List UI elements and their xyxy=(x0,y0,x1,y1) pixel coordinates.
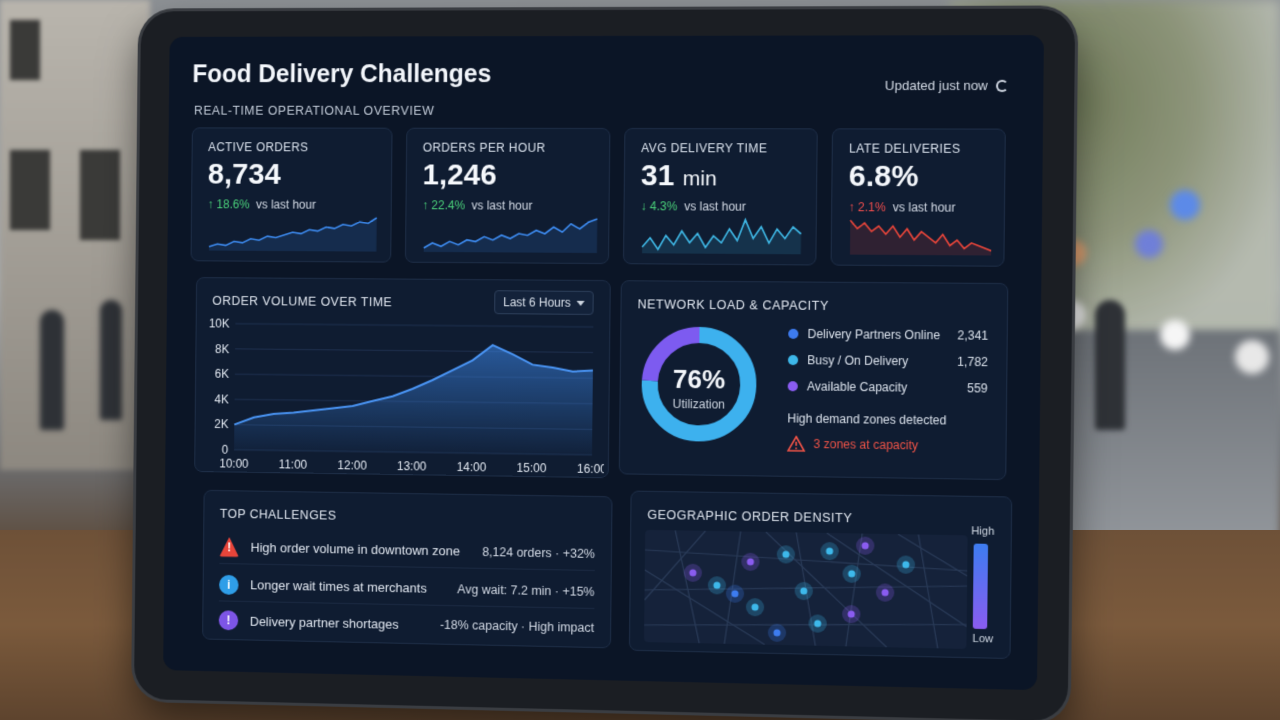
y-tick-label: 4K xyxy=(215,392,229,406)
last-updated[interactable]: Updated just now xyxy=(885,78,1009,93)
kpi-value: 31 min xyxy=(641,159,717,193)
donut-center: 76% Utilization xyxy=(638,363,759,412)
challenge-item[interactable]: ! Delivery partner shortages -18% capaci… xyxy=(219,603,595,645)
trend-arrow-icon: ↑ xyxy=(207,197,213,211)
order-volume-card: ORDER VOLUME OVER TIME Last 6 Hours 0 2K 4… xyxy=(194,277,611,478)
section-title: ORDER VOLUME OVER TIME xyxy=(212,294,392,309)
scale-high-label: High xyxy=(971,525,994,538)
page-subtitle: REAL-TIME OPERATIONAL OVERVIEW xyxy=(194,104,434,118)
y-tick-label: 0 xyxy=(222,443,229,457)
density-scale-bar xyxy=(973,544,988,630)
y-tick-label: 6K xyxy=(215,367,229,381)
sparkline xyxy=(207,213,383,252)
page-title: Food Delivery Challenges xyxy=(192,60,491,89)
x-tick-label: 15:00 xyxy=(517,461,547,476)
pedestrian xyxy=(40,310,64,430)
kpi-card-late-deliveries[interactable]: LATE DELIVERIES 6.8% ↑ 2.1% vs last hour xyxy=(831,128,1006,266)
legend-partners-online: Delivery Partners Online 2,341 xyxy=(788,327,988,343)
scale-low-label: Low xyxy=(972,633,993,646)
geo-density-card: GEOGRAPHIC ORDER DENSITY High Low xyxy=(629,491,1012,659)
order-volume-chart: 0 2K 4K 6K 8K 10K 10:00 11:00 12:00 13:00 14:00 15:… xyxy=(201,314,605,478)
bokeh-light xyxy=(1235,340,1269,374)
utilization-value: 76% xyxy=(639,363,760,395)
sparkline xyxy=(422,214,601,253)
kpi-label: ACTIVE ORDERS xyxy=(208,140,308,154)
challenge-text: Delivery partner shortages xyxy=(250,613,399,631)
challenge-stat: Avg wait: 7.2 min · +15% xyxy=(457,582,594,599)
trend-arrow-icon: ↑ xyxy=(422,198,428,212)
kpi-delta: ↑ 22.4% vs last hour xyxy=(422,198,532,212)
kpi-value: 6.8% xyxy=(849,160,919,195)
pedestrian xyxy=(100,300,122,420)
kpi-label: ORDERS PER HOUR xyxy=(423,141,546,155)
time-range-dropdown[interactable]: Last 6 Hours xyxy=(494,290,594,315)
alert-title: High demand zones detected xyxy=(787,411,946,427)
info-icon: i xyxy=(219,574,239,594)
bokeh-light xyxy=(1135,230,1163,258)
volume-area xyxy=(234,343,593,455)
kpi-delta: ↑ 2.1% vs last hour xyxy=(848,200,955,215)
x-tick-label: 16:00 xyxy=(577,462,606,477)
network-load-card: NETWORK LOAD & CAPACITY 76% Utilization … xyxy=(619,280,1009,480)
section-title: NETWORK LOAD & CAPACITY xyxy=(637,297,828,313)
legend-dot xyxy=(788,355,798,365)
section-title: GEOGRAPHIC ORDER DENSITY xyxy=(647,508,852,525)
y-tick-label: 8K xyxy=(215,342,229,356)
kpi-label: AVG DELIVERY TIME xyxy=(641,141,767,155)
x-tick-label: 12:00 xyxy=(337,458,367,472)
density-map[interactable] xyxy=(644,530,968,649)
chevron-down-icon xyxy=(577,300,585,305)
legend-dot xyxy=(788,329,798,339)
legend-available: Available Capacity 559 xyxy=(788,379,988,395)
challenge-text: High order volume in downtown zone xyxy=(250,540,460,559)
section-title: TOP CHALLENGES xyxy=(220,507,337,523)
sparkline xyxy=(848,216,992,255)
kpi-card-avg-delivery-time[interactable]: AVG DELIVERY TIME 31 min ↓ 4.3% vs last … xyxy=(623,128,818,265)
gridline xyxy=(235,349,593,353)
tablet-device: Food Delivery Challenges Updated just no… xyxy=(134,8,1075,720)
sparkline-fill xyxy=(850,220,992,255)
refresh-icon[interactable] xyxy=(996,79,1008,91)
kpi-label: LATE DELIVERIES xyxy=(849,141,961,155)
challenge-stat: 8,124 orders · +32% xyxy=(482,544,595,560)
kpi-card-orders-per-hour[interactable]: ORDERS PER HOUR 1,246 ↑ 22.4% vs last ho… xyxy=(405,128,610,264)
dashboard-screen: Food Delivery Challenges Updated just no… xyxy=(163,35,1044,690)
x-tick-label: 13:00 xyxy=(397,459,427,473)
kpi-card-active-orders[interactable]: ACTIVE ORDERS 8,734 ↑ 18.6% vs last hour xyxy=(191,127,393,262)
warning-icon xyxy=(787,436,805,452)
dropdown-value: Last 6 Hours xyxy=(503,295,571,310)
x-tick-label: 14:00 xyxy=(457,460,487,475)
kpi-value: 8,734 xyxy=(208,158,281,192)
challenge-stat: -18% capacity · High impact xyxy=(440,618,594,635)
building-window xyxy=(10,150,50,230)
challenge-item[interactable]: ! High order volume in downtown zone 8,1… xyxy=(219,530,595,571)
building-window xyxy=(80,150,120,240)
utilization-label: Utilization xyxy=(638,397,759,413)
trend-arrow-icon: ↑ xyxy=(848,200,854,214)
sparkline-fill xyxy=(209,217,377,252)
pedestrian xyxy=(1095,300,1125,430)
x-tick-label: 11:00 xyxy=(279,457,308,471)
bokeh-light xyxy=(1160,320,1190,350)
sparkline xyxy=(640,215,802,254)
gridline xyxy=(235,324,593,327)
alert-icon: ! xyxy=(219,610,239,630)
legend-dot xyxy=(788,381,798,391)
x-tick-label: 10:00 xyxy=(219,456,249,470)
legend-busy: Busy / On Delivery 1,782 xyxy=(788,353,988,369)
bokeh-light xyxy=(1170,190,1200,220)
trend-arrow-icon: ↓ xyxy=(641,199,647,213)
building-window xyxy=(10,20,40,80)
warning-icon: ! xyxy=(219,537,239,557)
kpi-delta: ↓ 4.3% vs last hour xyxy=(641,199,746,214)
challenge-text: Longer wait times at merchants xyxy=(250,577,427,595)
y-tick-label: 2K xyxy=(214,417,228,431)
top-challenges-card: TOP CHALLENGES ! High order volume in do… xyxy=(202,490,612,649)
updated-text: Updated just now xyxy=(885,78,988,93)
y-tick-label: 10K xyxy=(209,316,230,330)
kpi-value: 1,246 xyxy=(422,159,496,193)
kpi-delta: ↑ 18.6% vs last hour xyxy=(207,197,315,211)
challenge-item[interactable]: i Longer wait times at merchants Avg wai… xyxy=(219,568,595,609)
capacity-alert[interactable]: 3 zones at capacity xyxy=(787,436,918,454)
